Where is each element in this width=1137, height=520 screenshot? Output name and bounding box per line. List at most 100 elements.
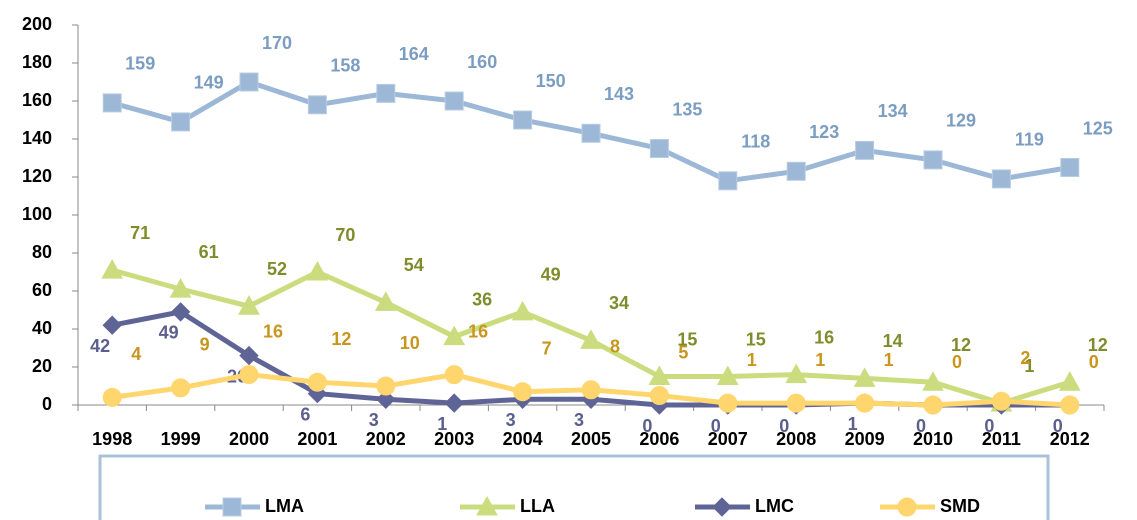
data-label: 125 (1083, 118, 1113, 138)
x-tick-label: 2006 (639, 429, 679, 449)
x-tick-label: 1999 (161, 429, 201, 449)
data-label: 135 (672, 99, 702, 119)
y-tick-label: 160 (22, 90, 52, 110)
data-label: 42 (90, 336, 110, 356)
y-tick-label: 180 (22, 52, 52, 72)
marker (786, 393, 806, 413)
marker (855, 140, 875, 160)
data-label: 49 (159, 323, 179, 343)
marker (307, 372, 327, 392)
marker (169, 278, 192, 298)
data-label: 1 (1024, 356, 1034, 376)
data-label: 0 (984, 416, 994, 436)
data-label: 0 (952, 352, 962, 372)
marker (102, 93, 122, 113)
data-label: 3 (574, 410, 584, 430)
marker (786, 161, 806, 181)
data-label: 54 (404, 255, 424, 275)
data-label: 12 (331, 329, 351, 349)
data-label: 0 (642, 416, 652, 436)
x-tick-label: 2009 (845, 429, 885, 449)
data-label: 123 (809, 122, 839, 142)
y-tick-label: 60 (32, 280, 52, 300)
marker (444, 365, 464, 385)
data-label: 0 (711, 416, 721, 436)
data-label: 129 (946, 111, 976, 131)
data-label: 119 (1015, 130, 1044, 150)
marker (513, 110, 533, 130)
y-tick-label: 20 (32, 356, 52, 376)
marker (1058, 371, 1081, 391)
y-tick-label: 100 (22, 204, 52, 224)
data-label: 49 (541, 265, 561, 285)
data-label: 150 (536, 71, 566, 91)
data-label: 9 (200, 335, 210, 355)
data-label: 70 (335, 225, 355, 245)
y-tick-label: 120 (22, 166, 52, 186)
marker (855, 393, 875, 413)
marker (239, 365, 259, 385)
data-label: 0 (1053, 416, 1063, 436)
data-label: 5 (678, 342, 688, 362)
data-label: 10 (400, 333, 420, 353)
marker (102, 387, 122, 407)
legend-label: LLA (520, 496, 555, 516)
data-label: 149 (194, 73, 224, 93)
marker (785, 363, 808, 384)
marker (376, 389, 396, 410)
marker (648, 365, 671, 385)
marker (238, 295, 260, 315)
data-label: 158 (330, 56, 360, 76)
data-label: 12 (951, 335, 971, 355)
y-tick-label: 40 (32, 318, 52, 338)
data-label: 71 (130, 223, 150, 243)
marker (239, 72, 259, 92)
marker (170, 302, 191, 322)
marker (991, 169, 1011, 189)
data-label: 6 (300, 404, 310, 424)
marker (649, 139, 669, 158)
marker (513, 382, 533, 402)
x-tick-label: 2010 (913, 429, 953, 449)
data-label: 0 (779, 416, 789, 436)
y-tick-label: 80 (32, 242, 52, 262)
data-label: 164 (399, 44, 429, 64)
data-label: 1 (815, 350, 825, 370)
data-label: 1 (747, 350, 757, 370)
marker (922, 371, 944, 391)
marker (649, 386, 669, 405)
marker (444, 91, 464, 111)
x-tick-label: 2002 (366, 429, 406, 449)
data-label: 4 (131, 344, 141, 364)
legend-label: LMC (755, 496, 794, 516)
data-label: 160 (467, 52, 497, 72)
data-label: 15 (677, 329, 697, 349)
data-label: 118 (741, 132, 770, 152)
data-label: 15 (746, 329, 766, 349)
data-label: 16 (468, 321, 488, 341)
x-tick-label: 1998 (92, 429, 132, 449)
data-label: 170 (262, 33, 292, 53)
marker (1060, 158, 1080, 177)
x-tick-label: 2001 (297, 429, 337, 449)
y-tick-label: 140 (22, 128, 52, 148)
marker (923, 150, 943, 170)
data-label: 12 (1088, 335, 1108, 355)
marker (718, 171, 738, 191)
x-tick-label: 2008 (776, 429, 816, 449)
marker (102, 315, 122, 335)
marker (580, 329, 602, 349)
data-label: 143 (604, 84, 634, 104)
marker (923, 395, 943, 415)
marker (444, 393, 464, 413)
y-tick-label: 200 (22, 14, 52, 34)
x-tick-label: 2011 (982, 429, 1021, 449)
y-tick-label: 0 (42, 394, 52, 414)
data-label: 16 (263, 321, 283, 341)
data-label: 0 (1089, 352, 1099, 372)
marker (476, 495, 498, 516)
data-label: 14 (883, 331, 903, 351)
marker (511, 300, 534, 321)
marker (171, 112, 191, 132)
data-label: 1 (884, 350, 894, 370)
